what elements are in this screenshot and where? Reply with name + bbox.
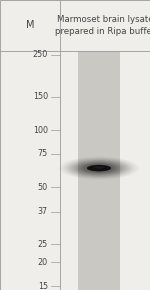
Text: Marmoset brain lysate
prepared in Ripa buffer: Marmoset brain lysate prepared in Ripa b… bbox=[55, 15, 150, 36]
Text: 75: 75 bbox=[38, 149, 48, 158]
Ellipse shape bbox=[75, 161, 123, 175]
Ellipse shape bbox=[68, 159, 130, 177]
Text: 250: 250 bbox=[33, 50, 48, 59]
Bar bbox=[78, 51, 120, 290]
Ellipse shape bbox=[87, 165, 111, 171]
Text: 50: 50 bbox=[38, 183, 48, 192]
Text: 100: 100 bbox=[33, 126, 48, 135]
Text: 37: 37 bbox=[38, 207, 48, 216]
Ellipse shape bbox=[84, 164, 114, 173]
Text: 15: 15 bbox=[38, 282, 48, 290]
Ellipse shape bbox=[77, 162, 121, 175]
Text: 20: 20 bbox=[38, 258, 48, 267]
Ellipse shape bbox=[82, 163, 116, 173]
Ellipse shape bbox=[73, 161, 125, 176]
Ellipse shape bbox=[70, 160, 128, 176]
Text: 150: 150 bbox=[33, 93, 48, 102]
Text: 25: 25 bbox=[38, 240, 48, 249]
Ellipse shape bbox=[94, 166, 104, 168]
Ellipse shape bbox=[79, 162, 119, 174]
Bar bbox=[0, 0, 150, 51]
Text: M: M bbox=[26, 20, 34, 30]
